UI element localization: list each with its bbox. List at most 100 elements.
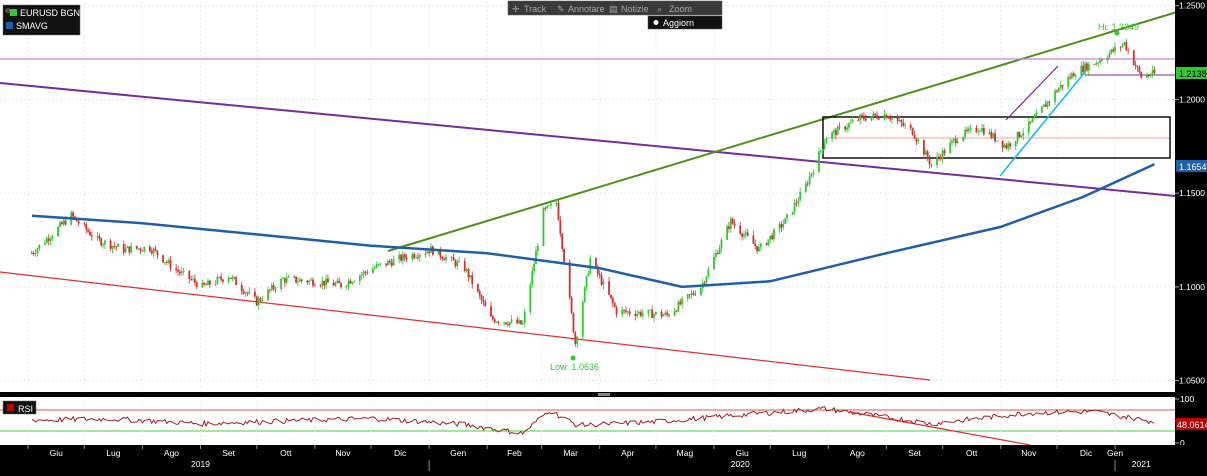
- candle-body: [615, 306, 618, 315]
- candle-body: [686, 294, 689, 299]
- candle-body: [981, 127, 983, 131]
- candle-body: [465, 269, 468, 271]
- candle-body: [143, 246, 146, 252]
- candle-body: [962, 136, 965, 141]
- candle-body: [924, 151, 927, 155]
- candle-body: [872, 113, 875, 117]
- candle-body: [336, 280, 339, 284]
- rsi-legend[interactable]: RSI: [2, 400, 37, 415]
- candle-body: [180, 271, 183, 274]
- candle-body: [415, 257, 417, 259]
- candle-body: [1071, 73, 1073, 79]
- candle-body: [673, 310, 676, 316]
- range-box[interactable]: [822, 116, 1171, 159]
- annotate-button[interactable]: ✎ Annotare: [557, 4, 605, 14]
- candle-body: [596, 266, 599, 274]
- candle-body: [190, 278, 193, 280]
- refresh-button[interactable]: Aggiorn: [647, 15, 723, 30]
- candle-body: [936, 156, 938, 166]
- track-button[interactable]: ✛ Track: [512, 4, 547, 14]
- rsi-trendline[interactable]: [849, 411, 1031, 446]
- candle-body: [452, 257, 455, 261]
- candle-body: [152, 248, 155, 254]
- candle-body: [806, 183, 809, 185]
- candle-body: [834, 130, 837, 136]
- candle-body: [400, 254, 402, 261]
- candle-body: [1001, 140, 1004, 148]
- candle-body: [1145, 75, 1148, 78]
- candle-body: [379, 263, 382, 265]
- candle-body: [375, 264, 378, 268]
- purple-trendline[interactable]: [0, 82, 1176, 197]
- smavg-price-label: 1.1654: [1179, 162, 1207, 172]
- candle-body: [312, 279, 314, 286]
- news-button[interactable]: ▤ Notizie: [609, 4, 649, 14]
- candle-body: [1018, 131, 1021, 137]
- refresh-label: Aggiorn: [663, 18, 694, 28]
- candle-body: [1059, 84, 1062, 89]
- panel-resize-handle[interactable]: [598, 393, 610, 396]
- candle-body: [808, 176, 811, 185]
- candle-body: [366, 272, 369, 274]
- rsi-value-label: 48.0614: [1177, 420, 1207, 430]
- candle-body: [377, 264, 380, 266]
- candle-body: [306, 280, 309, 283]
- candle-body: [392, 259, 395, 266]
- candle-body: [441, 256, 444, 259]
- candle-body: [424, 253, 427, 255]
- candle-body: [930, 164, 933, 166]
- zoom-label: Zoom: [669, 4, 692, 14]
- candle-body: [900, 120, 903, 123]
- candle-body: [559, 220, 562, 234]
- cyan-channel-lower[interactable]: [999, 71, 1086, 177]
- year-label: 2019: [191, 459, 210, 469]
- candle-body: [282, 278, 284, 280]
- smavg-line[interactable]: [31, 163, 1155, 289]
- candle-body: [156, 250, 159, 256]
- x-tick-label: Ago: [850, 448, 865, 458]
- candle-body: [655, 311, 657, 315]
- main-plot-area[interactable]: [0, 0, 1175, 392]
- purple-channel-upper[interactable]: [1005, 65, 1059, 121]
- red-trendline[interactable]: [0, 271, 931, 381]
- y-tick-label: 1.2500: [1179, 1, 1205, 11]
- candle-body: [62, 220, 65, 225]
- candle-body: [821, 149, 824, 151]
- candle-body: [469, 275, 472, 278]
- candle-body: [64, 220, 67, 225]
- candle-body: [857, 120, 860, 121]
- legend-settings-icon[interactable]: ⊖: [5, 8, 11, 15]
- candle-body: [533, 263, 535, 272]
- candle-body: [641, 313, 644, 316]
- candle-body: [937, 156, 940, 158]
- rsi-plot-area[interactable]: [0, 397, 1175, 445]
- candle-body: [255, 296, 258, 306]
- candle-body: [926, 151, 929, 159]
- candle-body: [72, 212, 74, 217]
- candle-body: [32, 253, 35, 255]
- candle-body: [602, 281, 605, 285]
- candle-body: [358, 275, 361, 282]
- candle-body: [874, 113, 877, 116]
- candle-body: [47, 238, 50, 241]
- candle-body: [720, 239, 723, 248]
- high-marker: [1114, 30, 1120, 36]
- candle-body: [563, 248, 565, 262]
- candle-body: [1029, 121, 1032, 123]
- rsi-line[interactable]: [31, 406, 1155, 435]
- candle-body: [124, 247, 127, 253]
- zoom-button[interactable]: ⌕ Zoom: [657, 4, 692, 14]
- candle-body: [928, 158, 931, 165]
- candle-body: [518, 320, 520, 324]
- candle-body: [491, 316, 494, 320]
- candle-body: [1119, 46, 1122, 48]
- candle-body: [996, 140, 998, 142]
- candle-body: [771, 235, 773, 240]
- price-legend[interactable]: ⊖ EURUSD BGN SMAVG: [2, 4, 81, 36]
- candle-body: [954, 138, 957, 144]
- green-trendline[interactable]: [387, 4, 1201, 252]
- candle-body: [1110, 49, 1113, 54]
- candle-body: [966, 129, 968, 131]
- y-tick-label: 1.1500: [1179, 188, 1205, 198]
- candle-body: [1035, 112, 1038, 117]
